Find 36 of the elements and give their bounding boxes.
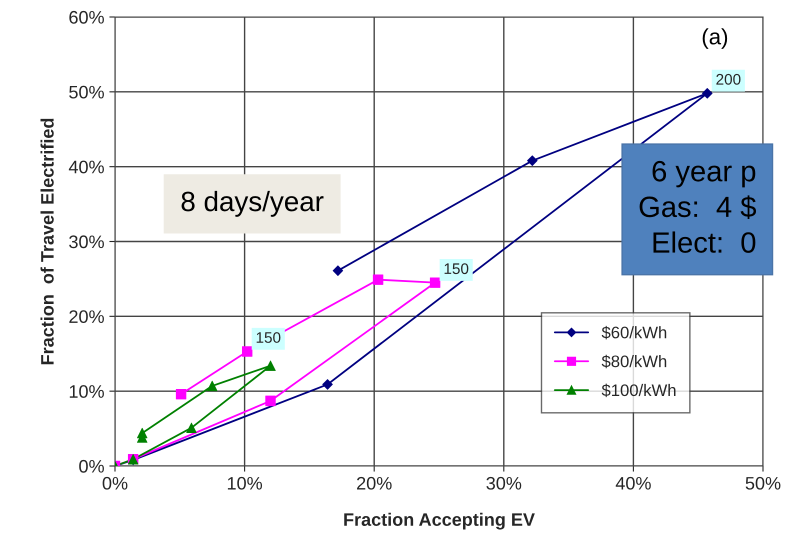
- y-tick-label: 10%: [70, 385, 104, 398]
- y-tick-label: 0%: [79, 460, 104, 473]
- annotation: 200: [716, 74, 740, 85]
- y-axis-title: Fraction of Travel Electrified: [40, 118, 54, 364]
- x-tick-label: 40%: [616, 476, 651, 490]
- x-axis-title: Fraction Accepting EV: [344, 512, 535, 530]
- y-tick-label: 30%: [69, 235, 104, 248]
- point: [176, 388, 186, 400]
- point: [332, 265, 344, 276]
- x-tick-label: 30%: [486, 476, 522, 490]
- x-tick-label: 0%: [102, 476, 128, 490]
- legend-label: $100/kWh: [602, 384, 676, 398]
- x-tick-label: 10%: [228, 476, 262, 490]
- y-tick-label: 40%: [68, 160, 104, 174]
- y-tick-label: 50%: [69, 86, 104, 99]
- legend-label: $60/kWh: [602, 326, 666, 340]
- point: [322, 379, 333, 390]
- point: [527, 155, 538, 166]
- y-tick-label: 20%: [69, 310, 104, 324]
- point: [206, 380, 218, 392]
- annotation: 8 days/year: [182, 190, 324, 217]
- annotation: 6 year p Gas: 4 $ Elect: 0: [640, 160, 756, 253]
- point: [702, 88, 713, 99]
- point: [265, 360, 276, 371]
- annotation: 150: [256, 332, 280, 343]
- y-tick-label: 60%: [69, 10, 104, 24]
- annotation: 150: [444, 263, 468, 274]
- legend-label: $80/kWh: [602, 354, 666, 368]
- annotation: (a): [702, 28, 728, 49]
- x-tick-label: 50%: [746, 476, 780, 490]
- point: [372, 274, 384, 285]
- point: [265, 396, 276, 406]
- point: [242, 346, 252, 357]
- point: [186, 422, 197, 434]
- x-tick-label: 20%: [357, 476, 392, 490]
- point: [430, 277, 440, 288]
